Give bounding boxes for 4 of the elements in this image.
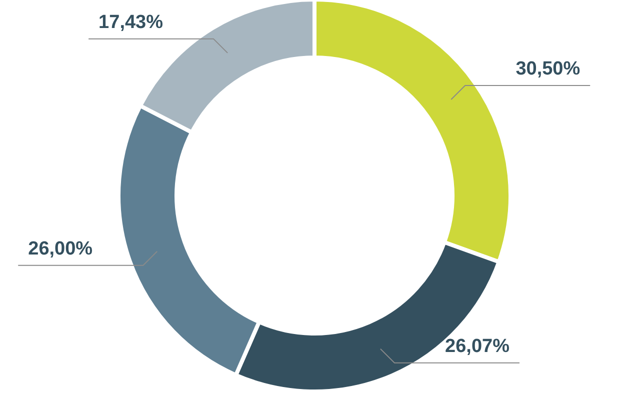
data-label: 30,50% [516,58,580,80]
data-label: 26,00% [28,238,93,260]
data-label: 26,07% [445,336,510,357]
data-label: 17,43% [98,12,164,33]
